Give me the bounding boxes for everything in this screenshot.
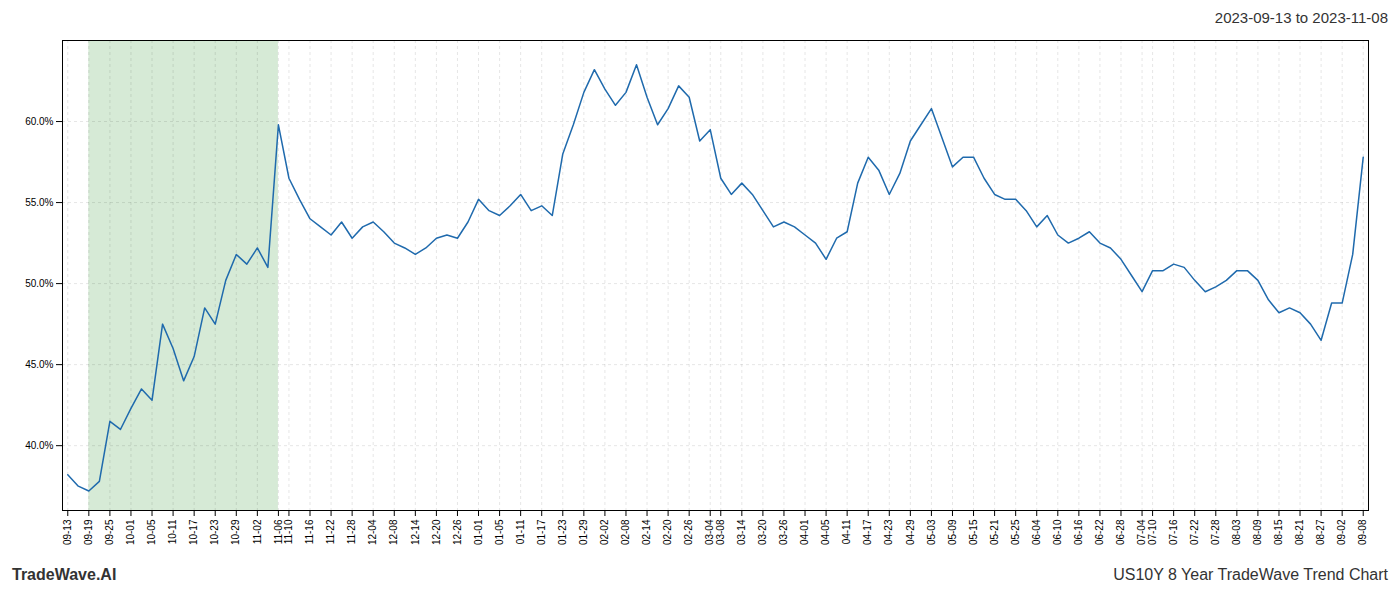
svg-text:01-05: 01-05 <box>494 519 505 545</box>
svg-text:55.0%: 55.0% <box>25 197 53 208</box>
svg-text:03-14: 03-14 <box>736 519 747 545</box>
svg-text:12-04: 12-04 <box>367 519 378 545</box>
svg-text:06-28: 06-28 <box>1115 519 1126 545</box>
svg-text:10-01: 10-01 <box>125 519 136 545</box>
html-text:TradeWave.AI: TradeWave.AI <box>12 566 117 583</box>
svg-text:02-26: 02-26 <box>683 519 694 545</box>
svg-text:05-25: 05-25 <box>1010 519 1021 545</box>
svg-text:08-09: 08-09 <box>1252 519 1263 545</box>
svg-text:11-28: 11-28 <box>346 519 357 544</box>
svg-text:07-10: 07-10 <box>1147 519 1158 545</box>
svg-text:05-03: 05-03 <box>926 519 937 545</box>
svg-text:08-03: 08-03 <box>1231 519 1242 545</box>
svg-text:03-08: 03-08 <box>715 519 726 545</box>
svg-text:04-29: 04-29 <box>905 519 916 545</box>
svg-text:03-04: 03-04 <box>704 519 715 545</box>
svg-text:12-08: 12-08 <box>388 519 399 545</box>
svg-text:12-14: 12-14 <box>410 519 421 545</box>
svg-text:10-05: 10-05 <box>146 519 157 545</box>
svg-text:03-20: 03-20 <box>757 519 768 545</box>
svg-text:08-27: 08-27 <box>1315 519 1326 545</box>
svg-text:06-16: 06-16 <box>1073 519 1084 545</box>
svg-text:12-26: 12-26 <box>452 519 463 545</box>
svg-text:50.0%: 50.0% <box>25 278 53 289</box>
svg-text:10-17: 10-17 <box>188 519 199 545</box>
svg-text:10-11: 10-11 <box>167 519 178 544</box>
svg-text:08-15: 08-15 <box>1273 519 1284 545</box>
svg-text:07-28: 07-28 <box>1210 519 1221 545</box>
svg-text:01-11: 01-11 <box>515 519 526 544</box>
svg-text:11-16: 11-16 <box>304 519 315 544</box>
svg-text:09-13: 09-13 <box>62 519 73 545</box>
svg-text:10-23: 10-23 <box>209 519 220 545</box>
svg-text:01-29: 01-29 <box>578 519 589 545</box>
svg-text:04-11: 04-11 <box>841 519 852 544</box>
svg-text:04-05: 04-05 <box>820 519 831 545</box>
svg-text:06-22: 06-22 <box>1094 519 1105 545</box>
svg-text:07-22: 07-22 <box>1189 519 1200 545</box>
html-text:US10Y 8 Year TradeWave Trend C: US10Y 8 Year TradeWave Trend Chart <box>1113 566 1388 583</box>
svg-text:04-01: 04-01 <box>799 519 810 545</box>
svg-text:01-23: 01-23 <box>557 519 568 545</box>
svg-text:09-02: 09-02 <box>1336 519 1347 545</box>
svg-text:02-08: 02-08 <box>620 519 631 545</box>
svg-text:09-19: 09-19 <box>83 519 94 545</box>
svg-text:06-04: 06-04 <box>1031 519 1042 545</box>
svg-text:05-15: 05-15 <box>968 519 979 545</box>
svg-text:02-20: 02-20 <box>662 519 673 545</box>
svg-text:01-01: 01-01 <box>473 519 484 545</box>
svg-text:11-06: 11-06 <box>273 519 284 544</box>
svg-text:05-09: 05-09 <box>947 519 958 545</box>
svg-text:45.0%: 45.0% <box>25 359 53 370</box>
svg-text:07-04: 07-04 <box>1136 519 1147 545</box>
svg-text:60.0%: 60.0% <box>25 116 53 127</box>
svg-text:09-08: 09-08 <box>1357 519 1368 545</box>
svg-text:09-25: 09-25 <box>104 519 115 545</box>
svg-text:04-23: 04-23 <box>883 519 894 545</box>
svg-text:10-29: 10-29 <box>230 519 241 545</box>
svg-text:11-10: 11-10 <box>283 519 294 544</box>
svg-text:11-02: 11-02 <box>252 519 263 544</box>
svg-text:05-21: 05-21 <box>989 519 1000 545</box>
svg-text:07-16: 07-16 <box>1168 519 1179 545</box>
svg-text:01-17: 01-17 <box>536 519 547 545</box>
svg-text:03-26: 03-26 <box>778 519 789 545</box>
svg-text:40.0%: 40.0% <box>25 440 53 451</box>
svg-text:06-10: 06-10 <box>1052 519 1063 545</box>
svg-text:04-17: 04-17 <box>862 519 873 545</box>
svg-text:12-20: 12-20 <box>431 519 442 545</box>
svg-text:11-22: 11-22 <box>325 519 336 544</box>
svg-text:08-21: 08-21 <box>1294 519 1305 545</box>
svg-text:02-14: 02-14 <box>641 519 652 545</box>
svg-text:02-02: 02-02 <box>599 519 610 545</box>
html-text:2023-09-13 to 2023-11-08: 2023-09-13 to 2023-11-08 <box>1214 9 1388 26</box>
